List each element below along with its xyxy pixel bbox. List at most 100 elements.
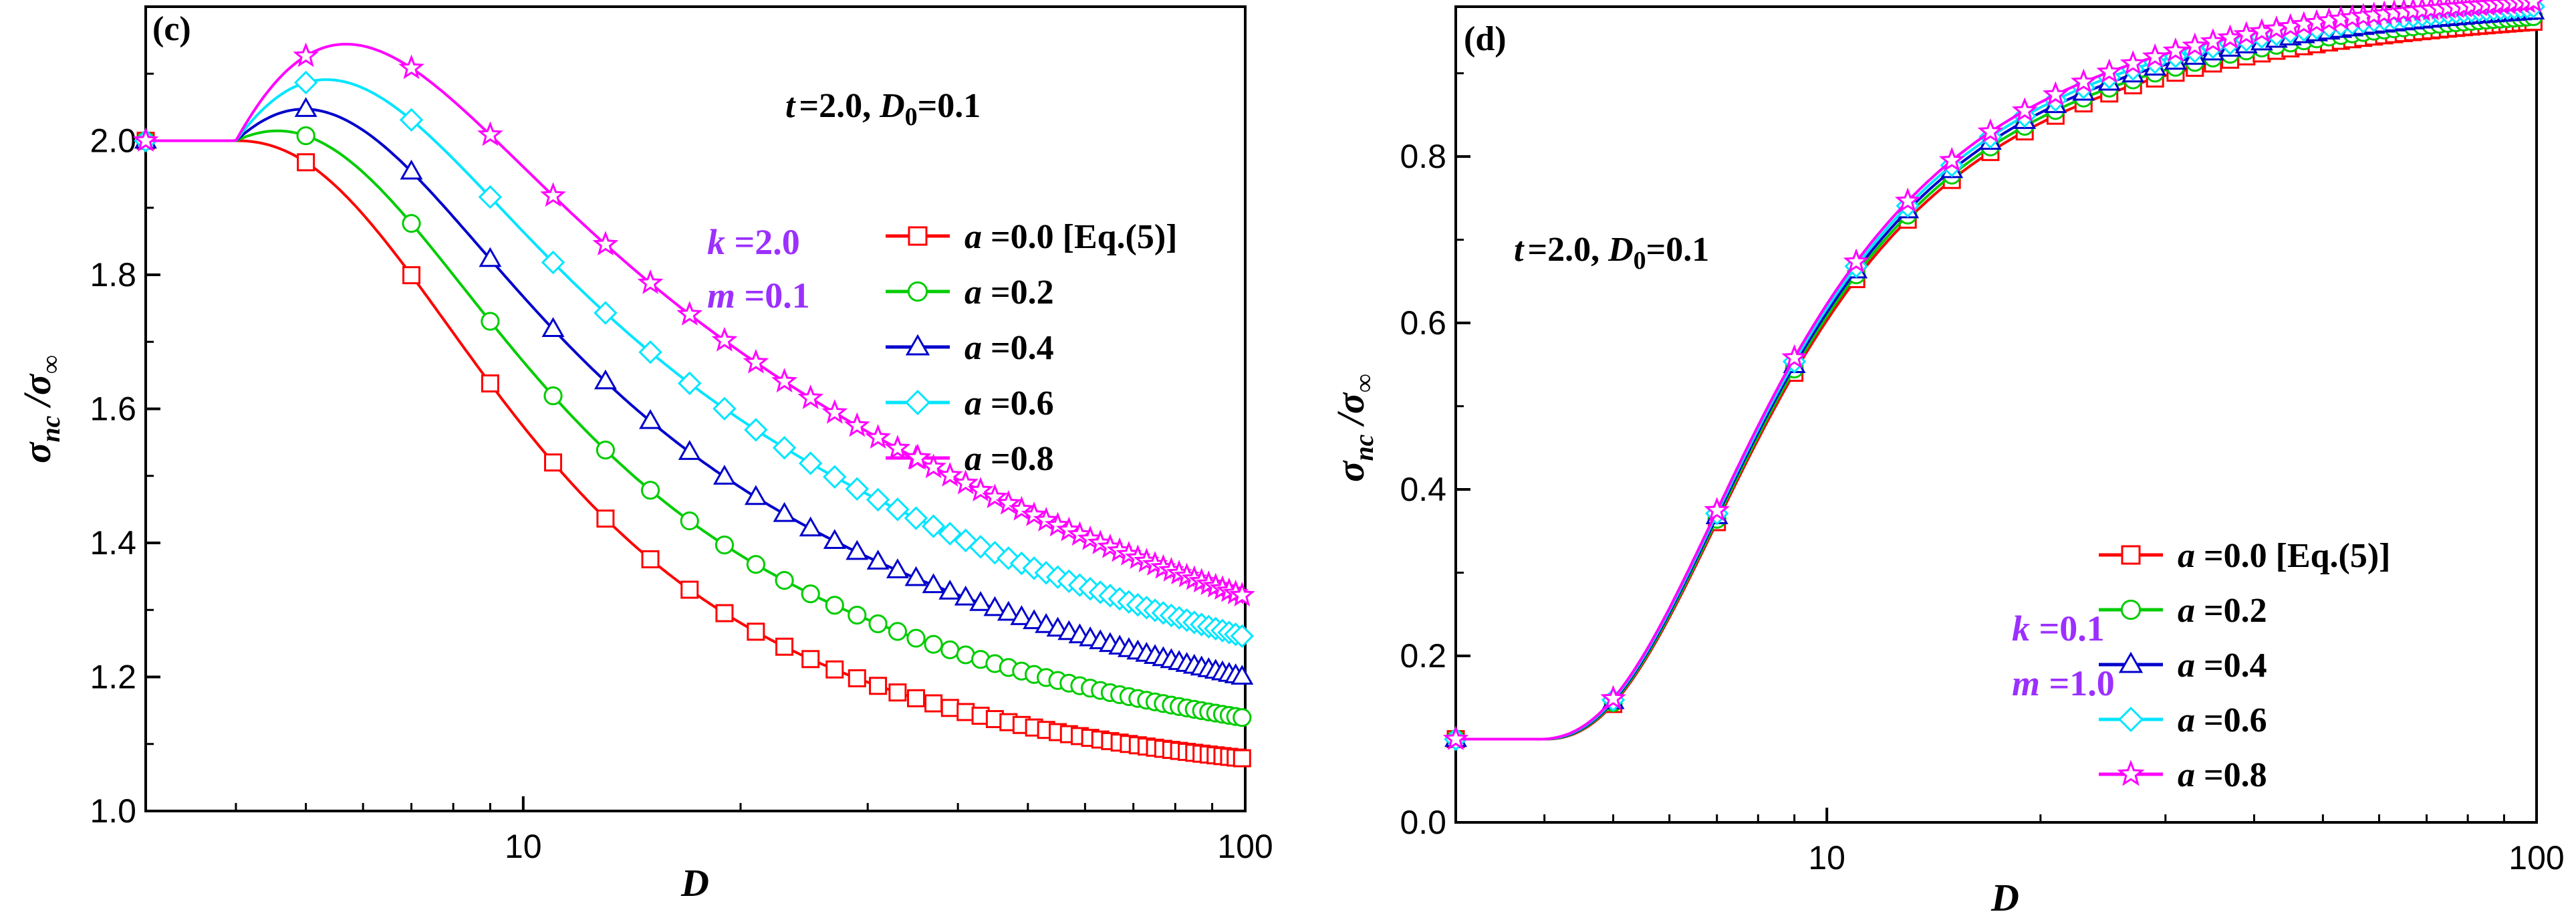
data-point-a0.6 bbox=[1034, 561, 1058, 585]
y-axis-title-d: σnc /σ∞ bbox=[1329, 374, 1379, 482]
data-point-a0.0 bbox=[848, 669, 866, 687]
data-point-a0.8 bbox=[2070, 68, 2097, 94]
data-point-a0.6 bbox=[969, 535, 993, 559]
data-point-a0.4 bbox=[866, 550, 890, 570]
data-point-a0.6 bbox=[904, 506, 928, 530]
legend-marker bbox=[2118, 651, 2144, 673]
data-point-a0.0 bbox=[747, 622, 765, 641]
legend-entry: a =0.2 bbox=[964, 273, 1054, 312]
data-point-a0.0 bbox=[940, 699, 959, 717]
data-point-a0.8 bbox=[2217, 24, 2243, 49]
series-line-a0.4 bbox=[1456, 10, 2537, 741]
data-point-a0.4 bbox=[713, 465, 736, 485]
data-point-a0.8 bbox=[132, 127, 159, 152]
data-point-a0.6 bbox=[713, 396, 737, 421]
param-m-d: m =1.0 bbox=[2012, 663, 2115, 703]
data-point-a0.8 bbox=[1600, 685, 1626, 710]
legend-marker bbox=[2121, 545, 2141, 565]
data-point-a0.8 bbox=[2042, 81, 2069, 106]
data-point-a0.2 bbox=[888, 622, 908, 641]
data-point-a0.0 bbox=[907, 689, 926, 707]
data-point-a0.8 bbox=[821, 398, 848, 424]
y-tick-label: 0.0 bbox=[1400, 804, 1446, 841]
param-k-d: k =0.1 bbox=[2012, 608, 2105, 649]
data-point-a0.2 bbox=[848, 605, 867, 625]
data-point-a0.2 bbox=[402, 214, 421, 233]
x-axis-title-d: D bbox=[1990, 876, 2019, 919]
data-point-a0.8 bbox=[398, 54, 424, 80]
d0-label-c: D bbox=[879, 87, 905, 125]
data-point-a0.0 bbox=[1233, 749, 1251, 768]
data-point-a0.8 bbox=[1033, 507, 1059, 532]
data-point-a0.4 bbox=[1023, 609, 1046, 630]
data-point-a0.0 bbox=[888, 683, 907, 702]
plot-frame-d bbox=[1454, 5, 2538, 824]
data-point-a0.6 bbox=[1009, 551, 1034, 576]
data-point-a0.4 bbox=[799, 516, 822, 537]
data-point-a0.4 bbox=[823, 529, 846, 549]
data-point-a0.0 bbox=[680, 580, 699, 599]
legend-d: a =0.0 [Eq.(5)] a =0.2 a =0.4 a =0.6 a =0.8 bbox=[2099, 537, 2391, 794]
legend-entry: a =0.8 bbox=[964, 440, 1054, 478]
data-point-a0.4 bbox=[639, 409, 662, 429]
axis-ticks-c: 1.0 1.2 1.4 1.6 1.8 2.0 10 100 bbox=[90, 72, 1273, 865]
data-point-a0.0 bbox=[481, 374, 499, 392]
d0-value-d: =0.1 bbox=[1646, 231, 1710, 269]
data-point-a0.8 bbox=[771, 368, 797, 393]
data-point-a0.8 bbox=[1781, 344, 1807, 369]
x-tick-label: 100 bbox=[1217, 828, 1273, 865]
y-tick-label: 0.6 bbox=[1400, 304, 1446, 342]
data-point-a0.4 bbox=[541, 317, 565, 337]
data-point-a0.8 bbox=[1442, 725, 1469, 750]
data-point-a0.6 bbox=[1230, 624, 1255, 649]
data-point-a0.0 bbox=[956, 703, 975, 721]
y-tick-label: 1.8 bbox=[90, 256, 136, 294]
legend-marker bbox=[2117, 706, 2144, 733]
data-point-a0.2 bbox=[640, 481, 660, 500]
data-point-a0.8 bbox=[1894, 187, 1921, 213]
data-point-a0.4 bbox=[922, 573, 945, 594]
data-point-a0.8 bbox=[1067, 521, 1093, 546]
data-point-a0.6 bbox=[866, 487, 890, 512]
d0-value-c: =0.1 bbox=[918, 87, 981, 125]
y-tick-label: 1.6 bbox=[90, 390, 136, 428]
data-point-a0.6 bbox=[845, 477, 870, 501]
data-point-a0.8 bbox=[967, 477, 994, 502]
data-point-a0.6 bbox=[399, 108, 424, 132]
data-point-a0.8 bbox=[1077, 525, 1104, 550]
data-point-a0.2 bbox=[596, 441, 615, 460]
data-point-a0.6 bbox=[478, 185, 503, 209]
data-point-a0.6 bbox=[678, 371, 702, 395]
data-point-a0.2 bbox=[775, 570, 794, 590]
series-line-a0.6 bbox=[1456, 5, 2537, 741]
data-point-a0.0 bbox=[402, 266, 420, 285]
data-point-a0.4 bbox=[1035, 613, 1058, 633]
legend-marker bbox=[2117, 760, 2145, 786]
panel-d: 0.0 0.2 0.4 0.6 0.8 10 100 (d) D σnc /σ∞ t =2.0… bbox=[1329, 0, 2565, 919]
param-k-c: k =2.0 bbox=[707, 222, 800, 262]
legend-marker bbox=[905, 334, 930, 356]
y-tick-label: 0.8 bbox=[1400, 138, 1446, 175]
y-title-den-sub-c: ∞ bbox=[35, 355, 66, 374]
axis-ticks-d: 0.0 0.2 0.4 0.6 0.8 10 100 bbox=[1400, 72, 2565, 877]
data-point-a0.8 bbox=[2200, 28, 2226, 53]
condition-annotation-d: t =2.0, D0=0.1 bbox=[1514, 231, 1709, 275]
data-point-a0.6 bbox=[997, 546, 1021, 570]
data-point-a0.0 bbox=[775, 637, 794, 656]
legend-marker bbox=[908, 226, 928, 246]
data-point-a0.4 bbox=[678, 440, 701, 460]
panel-c: 1.01.21.41.61.82.010 100 (c) D σnc /σ∞ t =… bbox=[15, 5, 1273, 905]
data-point-a0.8 bbox=[2523, 0, 2543, 13]
data-point-a0.8 bbox=[865, 424, 891, 449]
data-point-a0.8 bbox=[1045, 511, 1071, 537]
data-point-a0.8 bbox=[1229, 582, 1255, 607]
y-title-num-d: σ bbox=[1329, 460, 1372, 482]
legend-entry: a =0.4 bbox=[964, 329, 1054, 367]
data-point-a0.4 bbox=[1231, 665, 1254, 685]
y-tick-label: 0.2 bbox=[1400, 637, 1446, 675]
legend-marker bbox=[2120, 599, 2142, 620]
t-value-d: =2.0, bbox=[1527, 231, 1608, 269]
data-point-a0.0 bbox=[297, 153, 315, 172]
data-point-a0.0 bbox=[801, 650, 820, 669]
